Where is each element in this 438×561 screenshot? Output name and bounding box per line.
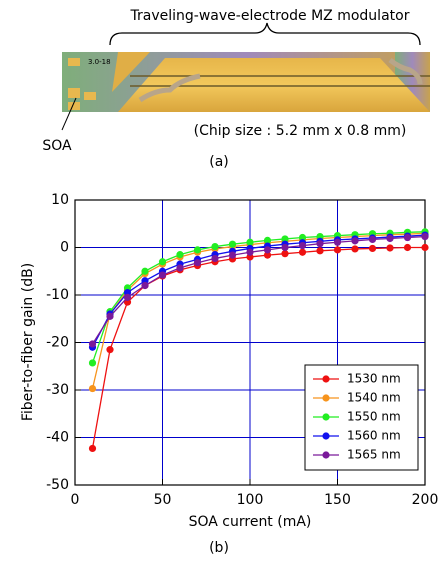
data-point xyxy=(88,359,97,367)
legend-label: 1565 nm xyxy=(347,448,401,462)
data-point xyxy=(141,267,149,275)
legend-label: 1560 nm xyxy=(347,429,401,443)
data-point xyxy=(106,346,114,354)
data-point xyxy=(281,250,289,258)
data-point xyxy=(158,271,167,279)
data-point xyxy=(246,248,254,256)
data-point xyxy=(281,235,289,243)
data-point xyxy=(88,444,97,453)
y-axis-label: Fiber-to-fiber gain (dB) xyxy=(20,263,36,421)
y-tick-label: -40 xyxy=(46,430,69,446)
data-point xyxy=(333,238,342,246)
chip-photo: 3.0-18 xyxy=(62,52,430,112)
data-point xyxy=(123,293,132,301)
x-tick-label: 100 xyxy=(237,492,264,508)
y-tick-label: 10 xyxy=(51,192,69,208)
data-point xyxy=(368,244,377,253)
legend-marker xyxy=(322,432,330,440)
data-point xyxy=(351,237,359,245)
data-point xyxy=(351,245,359,253)
data-point xyxy=(228,240,237,248)
data-point xyxy=(403,233,412,242)
caption-a: (a) xyxy=(209,154,229,170)
y-tick-label: -10 xyxy=(46,287,69,303)
data-point xyxy=(263,236,272,244)
legend-marker xyxy=(322,413,330,421)
x-axis-label: SOA current (mA) xyxy=(189,514,312,530)
y-tick-label: -20 xyxy=(46,335,69,351)
soa-label: SOA xyxy=(42,138,72,154)
data-point xyxy=(368,235,377,244)
data-point xyxy=(316,247,324,255)
plot-frame xyxy=(74,199,426,486)
data-point xyxy=(403,243,412,252)
data-point xyxy=(246,238,254,246)
legend-label: 1530 nm xyxy=(347,372,401,386)
data-point xyxy=(176,264,184,272)
data-point xyxy=(141,281,149,290)
data-point xyxy=(386,244,394,252)
y-tick-label: 0 xyxy=(60,240,69,256)
chip-size: (Chip size : 5.2 mm x 0.8 mm) xyxy=(194,123,407,139)
data-point xyxy=(193,246,202,254)
data-point xyxy=(298,242,307,250)
data-point xyxy=(263,251,272,259)
x-tick-label: 150 xyxy=(324,492,351,508)
data-point xyxy=(211,242,219,251)
x-tick-label: 200 xyxy=(412,492,438,508)
y-tick-label: -50 xyxy=(46,477,69,493)
series-line xyxy=(91,234,426,348)
x-tick-label: 50 xyxy=(154,492,172,508)
data-point xyxy=(88,384,97,393)
data-point xyxy=(193,259,202,267)
data-point xyxy=(316,240,324,248)
data-point xyxy=(421,243,429,252)
data-point xyxy=(298,248,307,256)
legend-label: 1540 nm xyxy=(347,391,401,405)
svg-text:3.0-18: 3.0-18 xyxy=(88,58,111,66)
legend-label: 1550 nm xyxy=(347,410,401,424)
data-point xyxy=(298,233,307,242)
data-point xyxy=(88,340,97,348)
modulator-label: Traveling-wave-electrode MZ modulator xyxy=(130,8,410,24)
data-point xyxy=(176,251,184,259)
data-point xyxy=(158,258,167,266)
x-tick-label: 0 xyxy=(71,492,80,508)
data-point xyxy=(211,254,219,263)
soa-pointer xyxy=(61,97,77,131)
legend-marker xyxy=(322,451,330,459)
bracket xyxy=(109,22,421,46)
data-point xyxy=(106,312,114,320)
data-point xyxy=(333,246,342,254)
data-point xyxy=(386,234,394,243)
legend-marker xyxy=(322,375,330,383)
data-point xyxy=(281,243,289,252)
data-point xyxy=(228,251,237,259)
y-tick-label: -30 xyxy=(46,382,69,398)
legend-marker xyxy=(322,394,330,402)
data-point xyxy=(421,232,429,241)
caption-b: (b) xyxy=(209,540,229,556)
series-line xyxy=(91,235,426,345)
data-point xyxy=(263,246,272,254)
